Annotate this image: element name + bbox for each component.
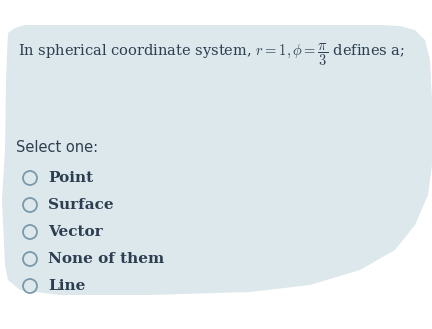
Text: Line: Line [48, 279, 86, 293]
Text: Point: Point [48, 171, 93, 185]
Text: Vector: Vector [48, 225, 103, 239]
Text: None of them: None of them [48, 252, 164, 266]
Polygon shape [2, 25, 432, 295]
Text: Surface: Surface [48, 198, 114, 212]
Text: In spherical coordinate system, $r = 1, \phi = \dfrac{\pi}{3}$ defines a;: In spherical coordinate system, $r = 1, … [18, 42, 405, 68]
Text: Select one:: Select one: [16, 140, 98, 156]
